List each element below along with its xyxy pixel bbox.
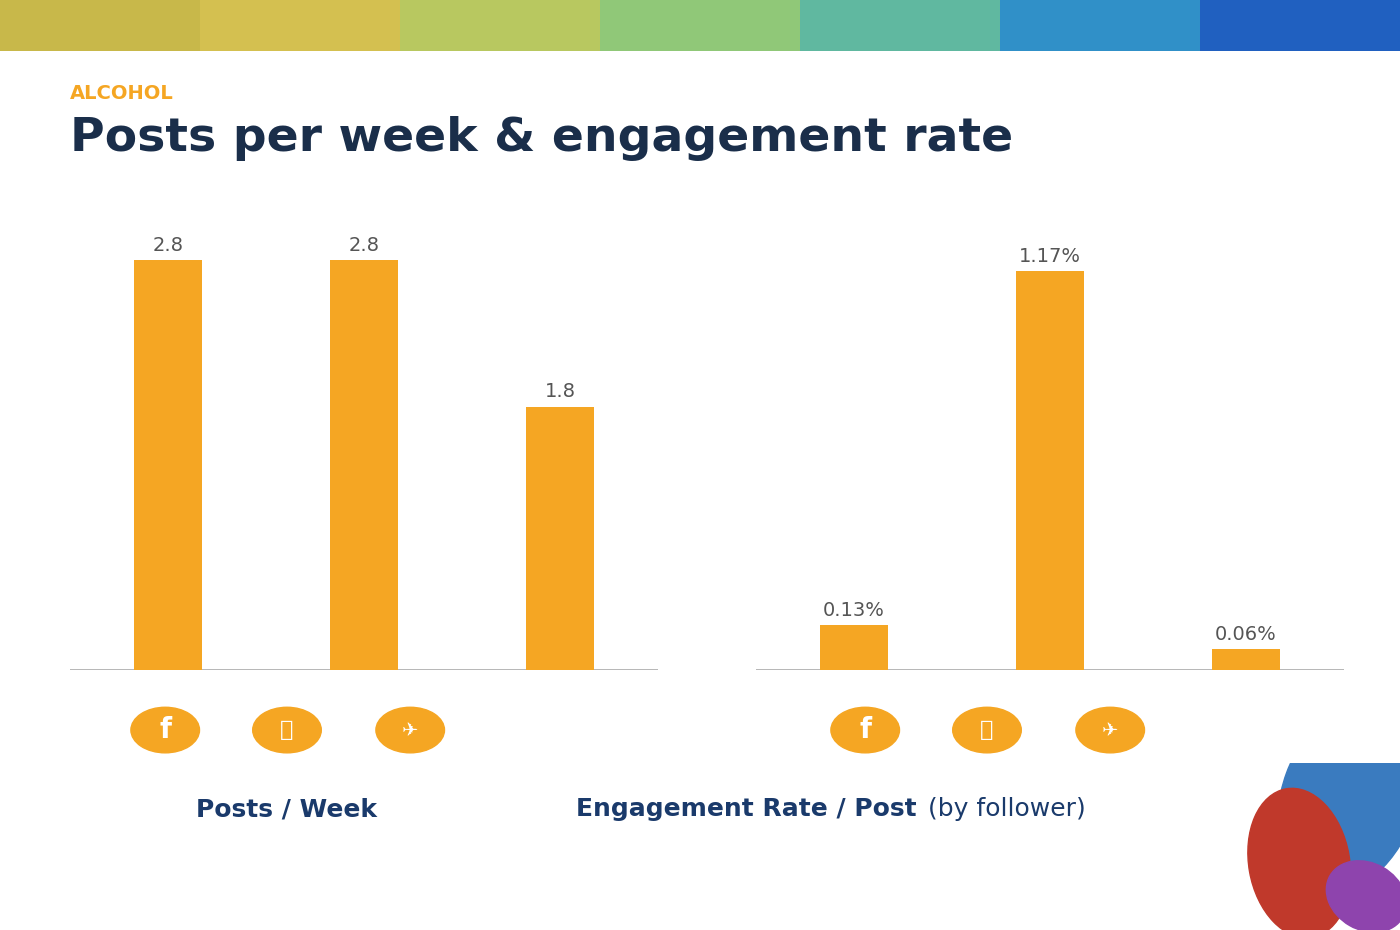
Text: (by follower): (by follower): [920, 797, 1085, 821]
Text: 1.17%: 1.17%: [1019, 246, 1081, 266]
Bar: [0, 0, 200, 51]
Bar: [601, 0, 799, 51]
Text: ✈: ✈: [402, 721, 419, 739]
Text: 0.06%: 0.06%: [1215, 625, 1277, 644]
Text: ⓘ: ⓘ: [980, 720, 994, 740]
Text: Posts / Week: Posts / Week: [196, 797, 378, 821]
Bar: [799, 0, 1000, 51]
Text: ⓘ: ⓘ: [280, 720, 294, 740]
Text: Rival: Rival: [1229, 826, 1291, 846]
Text: Posts per week & engagement rate: Posts per week & engagement rate: [70, 116, 1014, 161]
Text: Engagement Rate / Post: Engagement Rate / Post: [577, 797, 917, 821]
Text: 2.8: 2.8: [349, 235, 379, 255]
Text: 0.13%: 0.13%: [823, 601, 885, 620]
Ellipse shape: [1278, 699, 1400, 893]
Ellipse shape: [1326, 861, 1400, 930]
Text: ✈: ✈: [1102, 721, 1119, 739]
Bar: [820, 625, 889, 670]
Text: 1.8: 1.8: [545, 381, 575, 401]
Text: 2.8: 2.8: [153, 235, 183, 255]
Bar: [1000, 0, 1200, 51]
Bar: [526, 406, 595, 670]
Text: ALCOHOL: ALCOHOL: [70, 84, 174, 102]
Bar: [200, 0, 400, 51]
Text: IQ: IQ: [1242, 873, 1278, 903]
Bar: [330, 260, 398, 670]
Bar: [400, 0, 601, 51]
Text: f: f: [160, 716, 171, 744]
Bar: [1016, 271, 1084, 670]
Bar: [1200, 0, 1400, 51]
Ellipse shape: [1247, 789, 1351, 930]
Text: f: f: [860, 716, 871, 744]
Bar: [1212, 649, 1280, 670]
Bar: [133, 260, 202, 670]
